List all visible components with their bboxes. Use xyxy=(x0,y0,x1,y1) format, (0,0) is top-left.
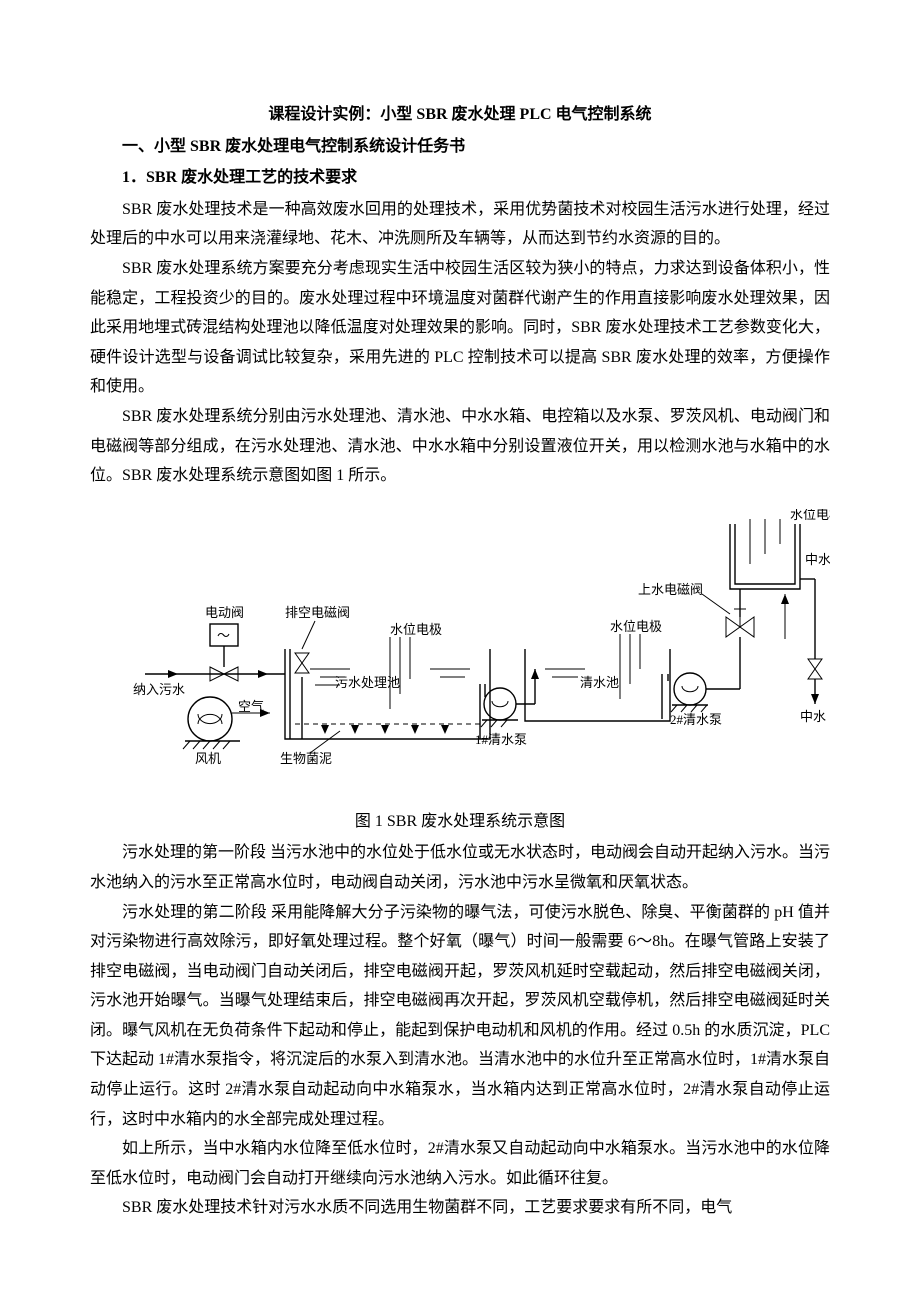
drain-solenoid-valve-icon xyxy=(295,653,309,673)
label-mid-water-out: 中水 xyxy=(800,709,826,724)
label-mid-tank: 中水箱 xyxy=(805,552,830,567)
sbr-system-diagram: 水位电极 中水箱 上水电磁阀 ～ 电动阀 排空电磁阀 纳入污水 xyxy=(90,509,830,799)
mid-water-outlet xyxy=(800,579,822,704)
motor-valve-icon: ～ xyxy=(210,624,238,667)
page-title: 课程设计实例：小型 SBR 废水处理 PLC 电气控制系统 xyxy=(90,100,830,130)
pump1-icon xyxy=(480,669,539,739)
paragraph-7: SBR 废水处理技术针对污水水质不同选用生物菌群不同，工艺要求要求有所不同，电气 xyxy=(90,1193,830,1223)
paragraph-6: 如上所示，当中水箱内水位降至低水位时，2#清水泵又自动起动向中水箱泵水。当污水池… xyxy=(90,1134,830,1193)
label-sewage-pool: 污水处理池 xyxy=(335,675,400,690)
label-supply-solenoid: 上水电磁阀 xyxy=(638,582,703,597)
svg-text:～: ～ xyxy=(217,628,230,643)
paragraph-3: SBR 废水处理系统分别由污水处理池、清水池、中水水箱、电控箱以及水泵、罗茨风机… xyxy=(90,402,830,491)
intake-pipe xyxy=(145,667,285,681)
label-drain-solenoid: 排空电磁阀 xyxy=(285,605,350,620)
label-level-electrode-1: 水位电极 xyxy=(390,622,442,637)
label-intake: 纳入污水 xyxy=(133,682,185,697)
figure-1-caption: 图 1 SBR 废水处理系统示意图 xyxy=(90,807,830,837)
label-pump1: 1#清水泵 xyxy=(475,732,527,747)
label-level-electrode-top: 水位电极 xyxy=(790,509,830,522)
figure-1: 水位电极 中水箱 上水电磁阀 ～ 电动阀 排空电磁阀 纳入污水 xyxy=(90,509,830,799)
pump2-icon xyxy=(662,589,740,719)
paragraph-5: 污水处理的第二阶段 采用能降解大分子污染物的曝气法，可使污水脱色、除臭、平衡菌群… xyxy=(90,898,830,1135)
label-motor-valve: 电动阀 xyxy=(205,605,244,620)
section-heading-1: 一、小型 SBR 废水处理电气控制系统设计任务书 xyxy=(90,132,830,162)
fan-icon xyxy=(183,697,240,749)
paragraph-1: SBR 废水处理技术是一种高效废水回用的处理技术，采用优势菌技术对校园生活污水进… xyxy=(90,195,830,254)
label-bio-sludge: 生物菌泥 xyxy=(280,751,332,766)
label-pump2: 2#清水泵 xyxy=(670,712,722,727)
label-level-electrode-2: 水位电极 xyxy=(610,619,662,634)
label-fan: 风机 xyxy=(195,751,221,766)
paragraph-2: SBR 废水处理系统方案要充分考虑现实生活中校园生活区较为狭小的特点，力求达到设… xyxy=(90,254,830,402)
subsection-heading-1: 1．SBR 废水处理工艺的技术要求 xyxy=(90,163,830,193)
label-clean-pool: 清水池 xyxy=(580,675,619,690)
paragraph-4: 污水处理的第一阶段 当污水池中的水位处于低水位或无水状态时，电动阀会自动开起纳入… xyxy=(90,838,830,897)
